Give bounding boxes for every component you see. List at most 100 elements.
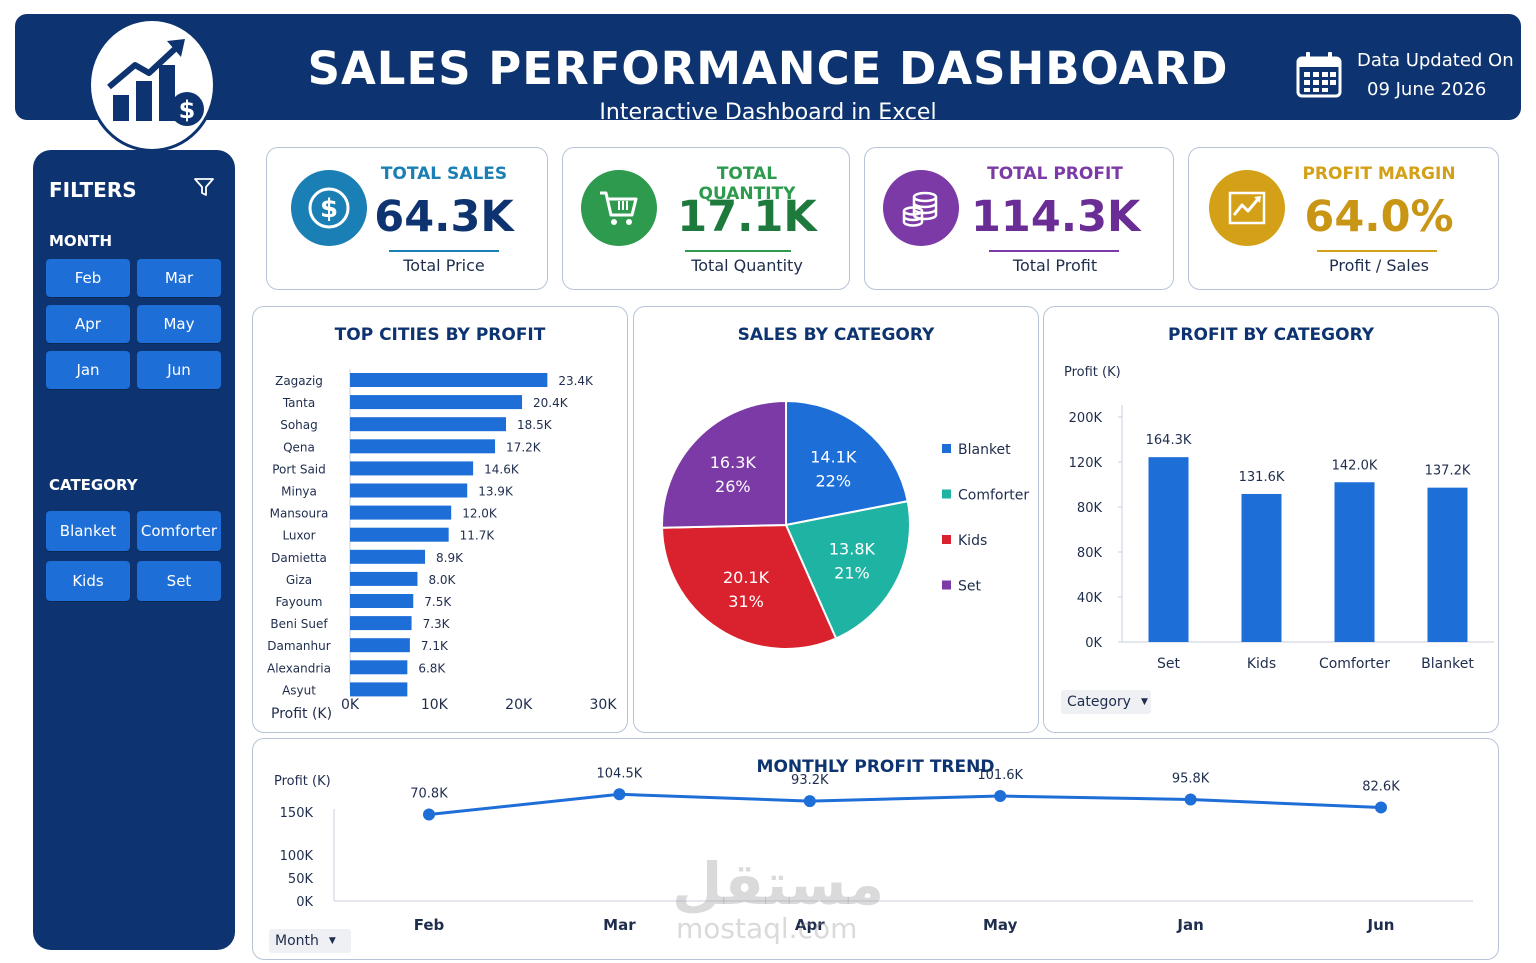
kpi-title: PROFIT MARGIN xyxy=(1302,164,1456,184)
bar xyxy=(350,571,418,586)
data-point xyxy=(423,808,435,821)
y-tick-label: Zagazig xyxy=(275,374,323,388)
x-tick-label: Jun xyxy=(1367,916,1395,934)
category-filter-label: CATEGORY xyxy=(49,476,138,494)
y-tick-label: Sohag xyxy=(280,418,318,432)
month-filter-apr[interactable]: Apr xyxy=(46,305,130,343)
trend-chart-icon xyxy=(1209,170,1285,246)
month-filter-jan[interactable]: Jan xyxy=(46,351,130,389)
dashboard-header: SALES PERFORMANCE DASHBOARD Interactive … xyxy=(15,14,1521,125)
profit-by-category-title: PROFIT BY CATEGORY xyxy=(1167,325,1375,345)
month-filter-mar[interactable]: Mar xyxy=(137,259,221,297)
sales-by-category-title: SALES BY CATEGORY xyxy=(737,325,935,345)
data-updated: Data Updated On 09 June 2026 xyxy=(1295,50,1515,110)
x-tick-label: Comforter xyxy=(1319,656,1390,672)
dollar-icon: $ xyxy=(291,170,367,246)
kpi-underline xyxy=(685,250,791,252)
kpi-total-profit: TOTAL PROFIT 114.3K Total Profit xyxy=(864,147,1174,290)
calendar-icon xyxy=(1296,52,1342,98)
y-tick-label: 40K xyxy=(1077,591,1103,606)
watermark-arabic: مستقل xyxy=(672,850,885,918)
y-tick-label: Damietta xyxy=(271,551,327,565)
data-point xyxy=(994,790,1007,803)
data-label: 20.4K xyxy=(533,396,569,410)
kpi-subtitle: Profit / Sales xyxy=(1329,256,1429,275)
legend-swatch xyxy=(942,489,951,499)
category-filter-blanket[interactable]: Blanket xyxy=(46,511,130,551)
y-tick-label: 0K xyxy=(1085,636,1102,651)
slice-value-label: 13.8K xyxy=(829,539,876,558)
y-tick-label: Mansoura xyxy=(270,507,329,521)
data-label: 23.4K xyxy=(558,374,594,388)
bar xyxy=(1241,493,1282,642)
data-point xyxy=(613,788,626,801)
category-filter-set[interactable]: Set xyxy=(137,561,221,601)
filters-panel: FILTERS MONTH Feb Mar Apr May Jan Jun CA… xyxy=(33,150,235,950)
month-filter-may[interactable]: May xyxy=(137,305,221,343)
data-label: 142.0K xyxy=(1332,458,1378,473)
legend-label: Blanket xyxy=(958,442,1011,458)
y-axis-label: Profit (K) xyxy=(274,774,331,789)
slice-percent-label: 31% xyxy=(728,592,764,611)
bar xyxy=(350,395,523,410)
sales-by-category-panel: SALES BY CATEGORY 14.1K 22% 13.8K 21% 20.1K 3… xyxy=(633,306,1039,733)
y-tick-label: Port Said xyxy=(272,462,326,476)
data-label: 13.9K xyxy=(478,485,514,499)
data-label: 18.5K xyxy=(517,418,553,432)
data-point xyxy=(803,795,816,808)
data-label: 8.0K xyxy=(428,573,456,587)
data-point xyxy=(1375,801,1387,814)
data-label: 7.1K xyxy=(421,639,449,653)
legend-swatch xyxy=(942,444,951,453)
data-point xyxy=(1184,793,1197,806)
kpi-subtitle: Total Profit xyxy=(1012,256,1098,275)
kpi-value: 17.1K xyxy=(677,192,817,242)
data-label: 164.3K xyxy=(1146,433,1192,448)
caret-down-icon: ▼ xyxy=(1140,697,1148,707)
y-tick-label: Fayoum xyxy=(276,595,323,609)
data-label: 101.6K xyxy=(977,768,1023,783)
monthly-trend-title: MONTHLY PROFIT TREND xyxy=(756,757,995,777)
y-tick-label: Alexandria xyxy=(267,661,331,675)
kpi-underline xyxy=(389,250,499,252)
y-tick-label: Damanhur xyxy=(267,639,330,653)
month-filter-feb[interactable]: Feb xyxy=(46,259,130,297)
monthly-trend-panel: MONTHLY PROFIT TREND Profit (K) 150K 100K 5… xyxy=(252,738,1499,960)
updated-label: Data Updated On xyxy=(1357,50,1514,71)
kpi-value: 64.0% xyxy=(1304,192,1454,242)
trend-line xyxy=(428,792,1382,817)
y-tick-label: 100K xyxy=(280,849,314,864)
data-label: 131.6K xyxy=(1239,470,1285,485)
filters-title: FILTERS xyxy=(49,178,137,202)
y-tick-label: Beni Suef xyxy=(270,617,328,631)
legend-label: Kids xyxy=(958,533,987,549)
logo: $ xyxy=(88,18,216,152)
slice-value-label: 16.3K xyxy=(710,453,757,472)
x-tick-label: Apr xyxy=(795,916,825,934)
kpi-value: 114.3K xyxy=(971,192,1141,242)
page-subtitle: Interactive Dashboard in Excel xyxy=(599,100,937,125)
filter-icon[interactable] xyxy=(193,176,215,198)
slice-percent-label: 26% xyxy=(715,477,751,496)
month-filter-jun[interactable]: Jun xyxy=(137,351,221,389)
month-dropdown[interactable]: Month ▼ xyxy=(269,929,351,953)
data-label: 104.5K xyxy=(597,766,643,781)
legend-label: Comforter xyxy=(958,488,1029,504)
data-label: 93.2K xyxy=(791,773,829,788)
sales-growth-icon: $ xyxy=(107,39,204,126)
profit-by-category-panel: PROFIT BY CATEGORY Profit (K) 200K 120K 80K… xyxy=(1043,306,1499,733)
y-tick-label: Minya xyxy=(281,485,317,499)
bar xyxy=(350,660,408,675)
kpi-subtitle: Total Quantity xyxy=(691,256,803,275)
category-filter-comforter[interactable]: Comforter xyxy=(137,511,221,551)
month-filter-label: MONTH xyxy=(49,232,113,250)
bar xyxy=(350,439,496,454)
category-filter-kids[interactable]: Kids xyxy=(46,561,130,601)
kpi-total-quantity: TOTAL QUANTITY 17.1K Total Quantity xyxy=(562,147,850,290)
bar xyxy=(350,527,449,542)
data-label: 14.6K xyxy=(484,462,520,476)
bar xyxy=(350,549,426,564)
category-dropdown[interactable]: Category ▼ xyxy=(1061,690,1151,714)
legend-swatch xyxy=(942,580,951,590)
kpi-underline xyxy=(1317,250,1437,252)
